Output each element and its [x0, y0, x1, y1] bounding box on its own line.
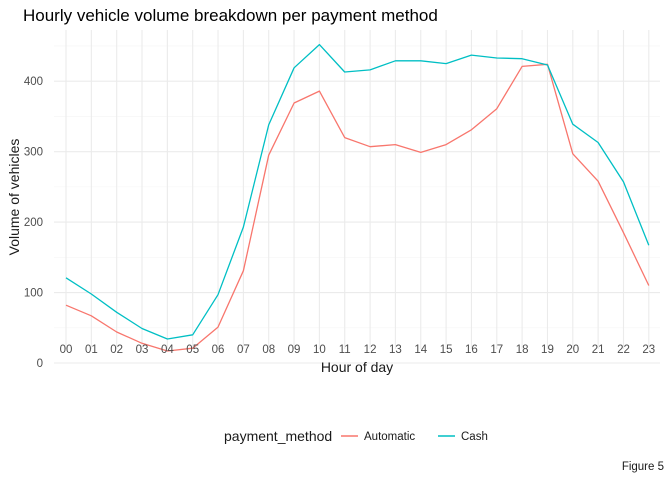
- chart-title: Hourly vehicle volume breakdown per paym…: [23, 6, 438, 25]
- x-tick-label: 00: [60, 344, 73, 356]
- x-tick-label: 15: [440, 344, 453, 356]
- y-tick-label: 100: [24, 288, 43, 300]
- y-tick-label: 200: [24, 217, 43, 229]
- y-tick-labels: 0 100 200 300 400: [24, 76, 43, 370]
- x-tick-label: 19: [541, 344, 554, 356]
- legend: payment_method Automatic Cash: [224, 428, 488, 444]
- x-tick-label: 07: [237, 344, 250, 356]
- x-tick-label: 11: [339, 344, 351, 356]
- x-tick-label: 02: [110, 344, 123, 356]
- x-tick-label: 08: [262, 344, 275, 356]
- x-tick-label: 17: [490, 344, 503, 356]
- y-tick-label: 0: [37, 358, 43, 370]
- x-tick-label: 01: [85, 344, 98, 356]
- x-tick-labels: 00 01 02 03 04 05 06 07 08 09 10 11 12 13 14 15 16 17 18 19…: [60, 344, 656, 356]
- series-line-automatic: [65, 63, 650, 352]
- x-tick-label: 21: [592, 344, 605, 356]
- x-tick-label: 20: [566, 344, 579, 356]
- x-tick-label: 14: [414, 344, 427, 356]
- x-tick-label: 06: [212, 344, 225, 356]
- series-lines: [65, 43, 650, 352]
- x-tick-label: 10: [313, 344, 326, 356]
- legend-label-automatic: Automatic: [364, 431, 415, 443]
- x-tick-label: 13: [389, 344, 402, 356]
- series-line-cash: [65, 43, 650, 340]
- y-tick-label: 300: [24, 147, 43, 159]
- x-tick-label: 22: [617, 344, 630, 356]
- x-tick-label: 23: [642, 344, 655, 356]
- legend-title: payment_method: [224, 428, 332, 444]
- grid: [54, 30, 660, 364]
- x-tick-label: 04: [161, 344, 174, 356]
- y-axis-title: Volume of vehicles: [6, 139, 22, 256]
- x-tick-label: 05: [186, 344, 199, 356]
- x-tick-label: 18: [516, 344, 529, 356]
- y-tick-label: 400: [24, 76, 43, 88]
- x-tick-label: 12: [364, 344, 377, 356]
- legend-label-cash: Cash: [461, 431, 488, 443]
- figure-caption: Figure 5: [622, 461, 664, 473]
- x-tick-label: 16: [465, 344, 478, 356]
- x-tick-label: 09: [288, 344, 301, 356]
- x-tick-label: 03: [136, 344, 149, 356]
- x-axis-title: Hour of day: [321, 359, 393, 375]
